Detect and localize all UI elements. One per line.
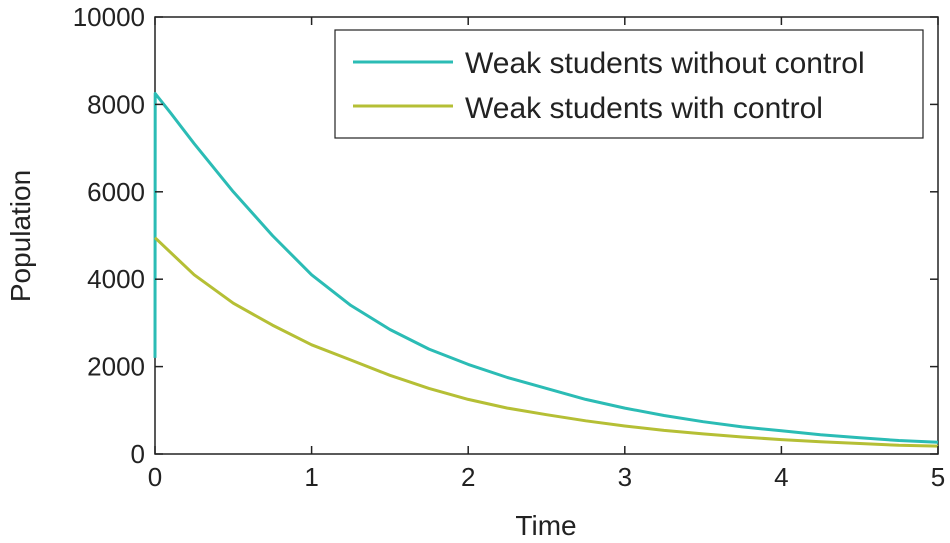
y-tick-label-5: 10000 — [73, 2, 145, 32]
y-tick-label-3: 6000 — [87, 177, 145, 207]
series-line-0 — [153, 92, 939, 444]
legend: Weak students without control Weak stude… — [334, 29, 924, 139]
x-tick-label-4: 4 — [774, 462, 788, 492]
y-tick-label-2: 4000 — [87, 264, 145, 294]
x-tick-label-1: 1 — [304, 462, 318, 492]
y-tick-label-4: 8000 — [87, 89, 145, 119]
series-layer — [153, 92, 939, 448]
x-tick-label-5: 5 — [931, 462, 945, 492]
y-tick-label-1: 2000 — [87, 352, 145, 382]
y-axis-label: Population — [5, 170, 36, 302]
legend-label-without-control: Weak students without control — [465, 47, 865, 80]
x-tick-label-2: 2 — [461, 462, 475, 492]
tick-layer: 0 1 2 3 4 5 0 2000 4000 6000 8000 10000 — [73, 2, 946, 492]
x-axis-label: Time — [515, 510, 576, 541]
x-tick-label-3: 3 — [618, 462, 632, 492]
legend-box — [334, 29, 924, 139]
x-tick-label-0: 0 — [148, 462, 162, 492]
legend-label-with-control: Weak students with control — [465, 92, 823, 125]
y-tick-label-0: 0 — [131, 439, 145, 469]
series-line-1 — [153, 236, 939, 448]
